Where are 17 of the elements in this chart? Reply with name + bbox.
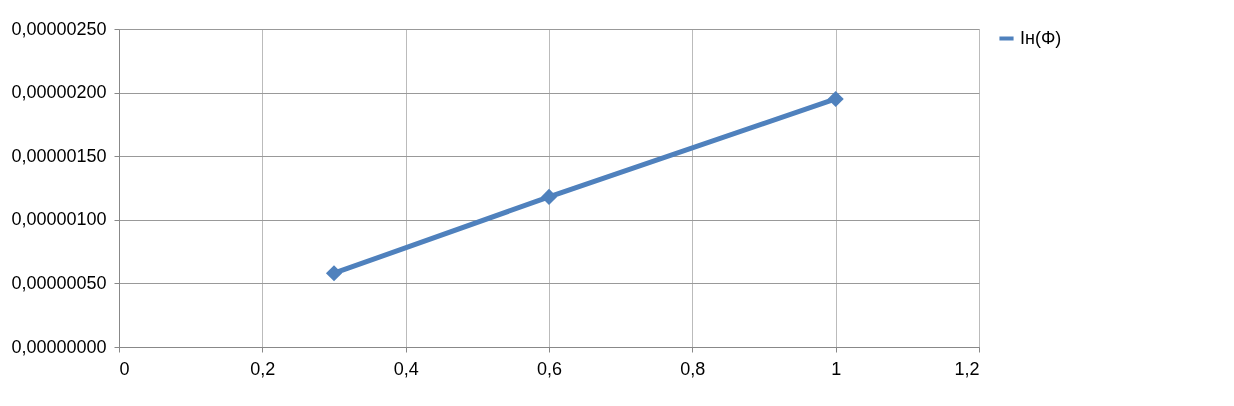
y-tick-label: 0,00000250: [11, 18, 107, 39]
y-tick-label: 0,00000100: [11, 209, 107, 230]
legend-label: Iн(Φ): [1020, 27, 1062, 48]
x-tick-label: 0: [119, 358, 130, 379]
y-tick-label: 0,00000200: [11, 82, 107, 103]
y-tick-label: 0,00000000: [11, 336, 107, 357]
x-tick-label: 1,2: [954, 358, 980, 379]
y-tick-label: 0,00000050: [11, 272, 107, 293]
point: [325, 265, 343, 282]
point: [827, 90, 844, 108]
x-tick-label: 0,2: [250, 358, 276, 379]
x-tick-label: 0,4: [393, 358, 419, 379]
point: [540, 188, 558, 205]
x-tick-label: 0,6: [536, 358, 563, 379]
x-tick-label: 0,8: [680, 358, 706, 379]
x-tick-label: 1: [831, 358, 842, 379]
y-tick-label: 0,00000150: [11, 145, 107, 166]
